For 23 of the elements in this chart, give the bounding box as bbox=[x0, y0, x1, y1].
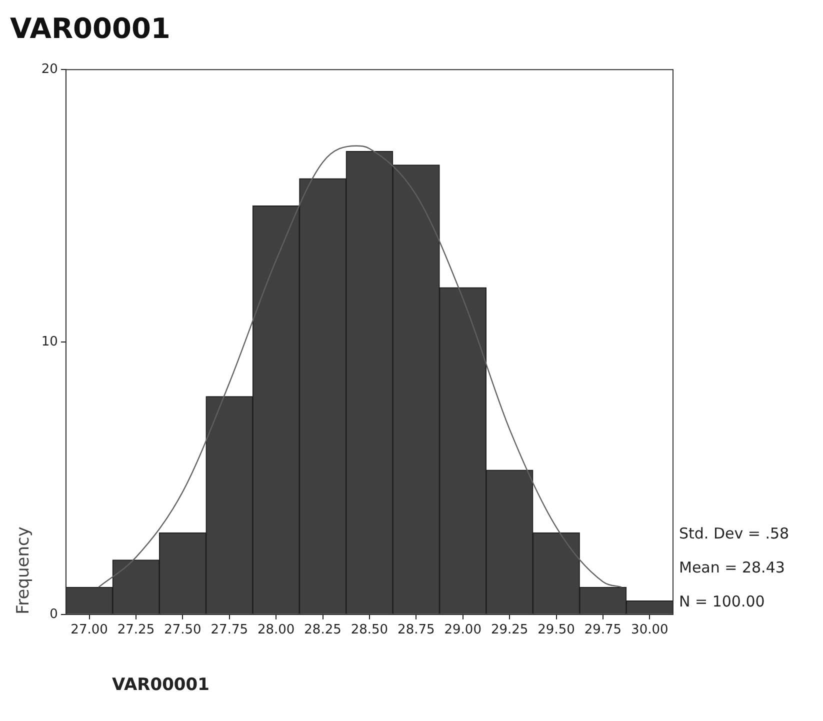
x-tick-label: 27.50 bbox=[164, 622, 202, 638]
x-tick-label: 29.00 bbox=[444, 622, 482, 638]
x-tick-label: 29.75 bbox=[584, 622, 622, 638]
x-tick-label: 29.25 bbox=[490, 622, 528, 638]
x-tick-label: 28.00 bbox=[257, 622, 295, 638]
text: Mean = 28.43 bbox=[679, 558, 785, 576]
x-tick-label: 27.25 bbox=[117, 622, 155, 638]
y-tick-label: 20 bbox=[41, 62, 58, 77]
x-axis-title: VAR00001 bbox=[112, 675, 210, 695]
text: N = 100.00 bbox=[679, 592, 765, 610]
x-tick-label: 28.25 bbox=[304, 622, 342, 638]
text: Std. Dev = .58 bbox=[679, 524, 790, 542]
y-tick-label: 0 bbox=[50, 606, 58, 622]
x-tick-label: 30.00 bbox=[631, 622, 668, 638]
chart-title: VAR00001 bbox=[10, 12, 170, 46]
x-tick-label: 29.50 bbox=[538, 622, 575, 638]
line-series bbox=[98, 145, 622, 588]
x-tick-label: 28.50 bbox=[350, 622, 388, 638]
y-tick-label: 10 bbox=[41, 334, 58, 350]
x-tick-label: 27.00 bbox=[70, 622, 108, 638]
x-tick-label: 28.75 bbox=[398, 622, 435, 638]
y-axis-title: Frequency bbox=[14, 526, 34, 614]
x-tick-label: 27.75 bbox=[210, 622, 248, 638]
